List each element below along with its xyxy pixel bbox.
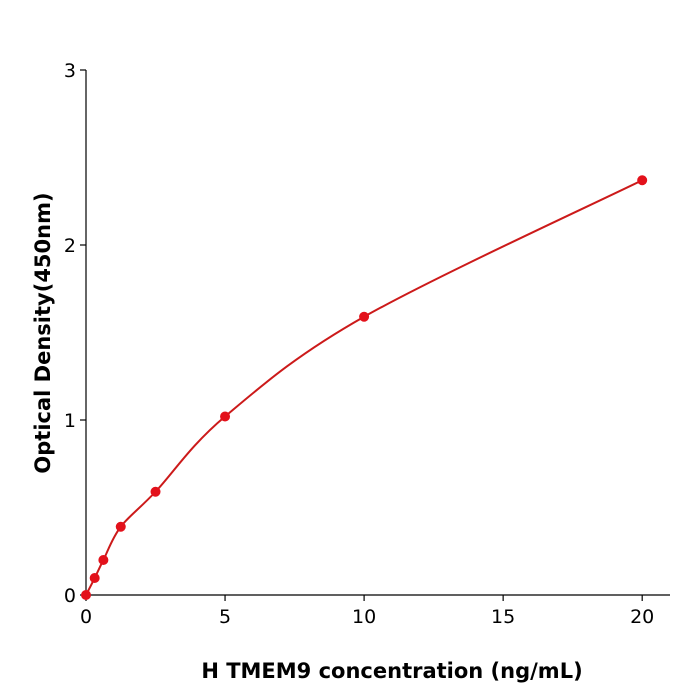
y-axis-label: Optical Density(450nm) — [31, 192, 55, 473]
point — [81, 590, 91, 600]
y-tick-label: 0 — [64, 585, 76, 607]
x-tick-label: 20 — [630, 606, 654, 628]
y-tick-label: 3 — [64, 60, 76, 82]
y-tick-label: 1 — [64, 410, 76, 432]
curve — [85, 179, 643, 596]
point — [89, 573, 100, 584]
point — [359, 311, 370, 322]
x-axis-label: H TMEM9 concentration (ng/mL) — [201, 659, 582, 683]
x-tick-label: 5 — [219, 606, 231, 628]
y-tick-label: 2 — [64, 235, 76, 257]
point — [637, 175, 648, 186]
x-tick-label: 15 — [491, 606, 515, 628]
x-tick-label: 0 — [80, 606, 92, 628]
point — [150, 486, 161, 497]
x-tick-label: 10 — [352, 606, 376, 628]
point — [98, 555, 109, 565]
point — [220, 411, 231, 422]
point — [115, 521, 126, 532]
